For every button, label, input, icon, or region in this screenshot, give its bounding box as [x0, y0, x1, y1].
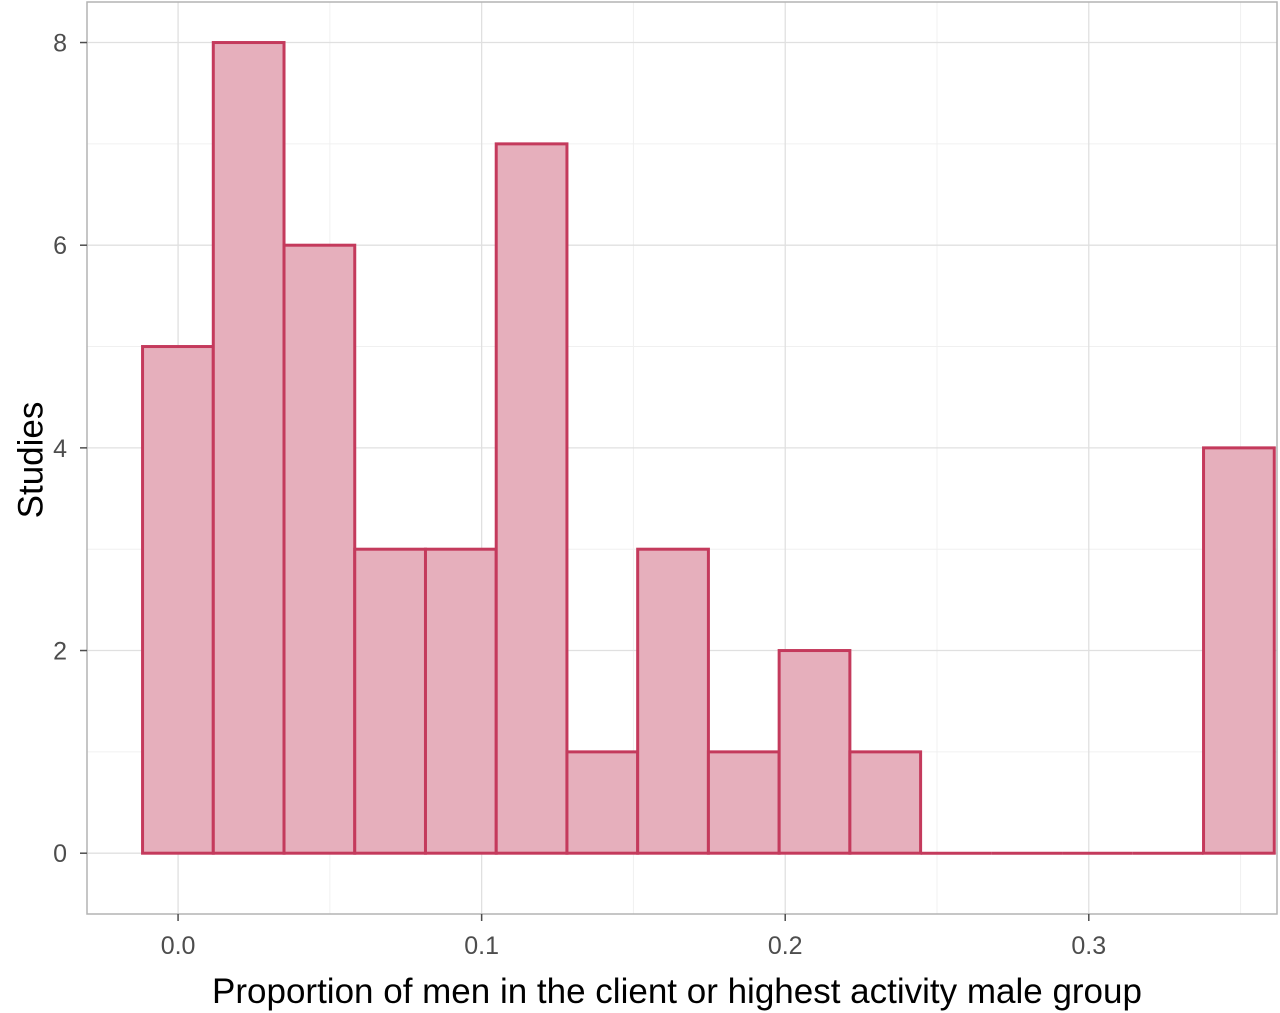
histogram-bar-9 — [777, 649, 852, 855]
histogram-bar-6 — [565, 750, 640, 855]
y-tick-label-1: 2 — [53, 638, 67, 666]
histogram-bar-3 — [353, 547, 427, 855]
histogram-bar-15 — [1202, 446, 1276, 855]
x-tick-label-3: 0.3 — [1071, 932, 1106, 960]
plot-panel-border — [86, 1, 1278, 915]
histogram-bar-8 — [706, 750, 781, 855]
y-tick-label-2: 4 — [53, 435, 67, 463]
x-tick-label-1: 0.1 — [464, 932, 499, 960]
histogram-bar-2 — [282, 243, 357, 855]
y-axis-title: Studies — [11, 402, 50, 519]
histogram-bar-1 — [211, 41, 286, 855]
histogram-bar-4 — [423, 547, 498, 855]
histogram-bar-5 — [494, 142, 569, 855]
x-axis-title: Proportion of men in the client or highe… — [212, 972, 1142, 1011]
histogram-bar-7 — [636, 547, 710, 855]
bars — [141, 41, 1276, 855]
x-tick-label-2: 0.2 — [768, 932, 803, 960]
y-tick-label-0: 0 — [53, 840, 67, 868]
y-tick-label-3: 6 — [53, 232, 67, 260]
x-tick-label-0: 0.0 — [161, 932, 196, 960]
histogram-bar-0 — [141, 345, 215, 855]
axis-ticks: 0.0 0.1 0.2 0.3 0 2 4 6 8 — [53, 30, 1106, 960]
y-tick-label-4: 8 — [53, 30, 67, 58]
histogram-bar-10 — [848, 750, 923, 855]
